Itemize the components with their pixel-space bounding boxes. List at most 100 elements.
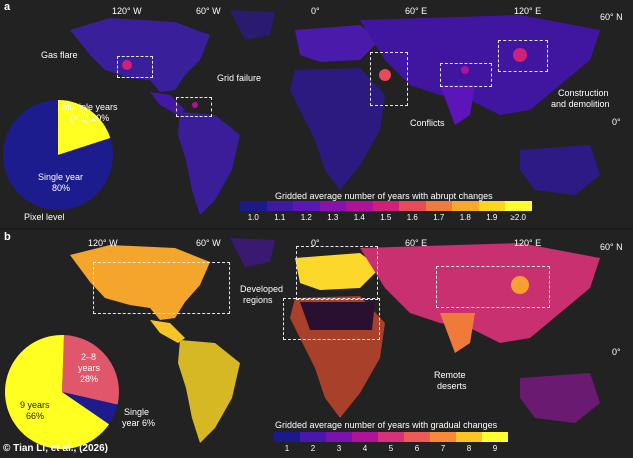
lon-label-60w-b: 60° W — [196, 238, 221, 248]
callout-gas-flare: Gas flare — [41, 50, 78, 60]
pie-b-nine-label-1: 9 years — [20, 400, 50, 410]
legend-b-swatch — [430, 432, 456, 442]
callout-construction-line2: and demolition — [551, 99, 610, 109]
callout-box-east-asia — [436, 266, 550, 308]
lon-label-120e: 120° E — [514, 6, 542, 16]
legend-b-tick-label: 6 — [414, 444, 420, 453]
legend-a-tick-label: 1.9 — [486, 213, 498, 222]
panel-abrupt-changes: a 120° W 60° W 0° 60° E 120° E 60° N 0° … — [0, 0, 633, 228]
lon-label-120w-b: 120° W — [88, 238, 118, 248]
pie-b-single-label-2: year 6% — [122, 418, 156, 428]
pie-b-single-label-1: Single — [124, 407, 150, 417]
pie-abrupt — [0, 100, 120, 215]
legend-b-swatch — [378, 432, 404, 442]
lon-label-60e: 60° E — [405, 6, 428, 16]
legend-a-tick-label: 1.6 — [406, 213, 418, 222]
panel-letter-a: a — [4, 1, 11, 13]
legend-b-tick-label: 7 — [440, 444, 446, 453]
callout-box-europe — [296, 246, 378, 300]
callout-box-grid-failure — [176, 97, 212, 117]
legend-a-swatch — [346, 201, 373, 211]
panel-gradual-changes: b 120° W 60° W 0° 60° E 120° E 60° N 0° … — [0, 230, 633, 458]
callout-developed-line1: Developed — [240, 284, 284, 294]
lon-label-0: 0° — [311, 6, 320, 16]
legend-a-swatch — [240, 201, 267, 211]
pie-b-mid-label-3: 28% — [80, 374, 99, 384]
legend-a-tick-label: 1.4 — [353, 213, 365, 222]
pie-b-mid-label-1: 2–8 — [81, 352, 97, 362]
lon-label-60e-b: 60° E — [405, 238, 428, 248]
legend-a-tick-label: 1.8 — [459, 213, 471, 222]
lon-label-0-b: 0° — [311, 238, 320, 248]
lat-label-60n-b: 60° N — [600, 242, 623, 252]
callout-box-india — [440, 63, 492, 87]
lon-label-120w: 120° W — [112, 6, 142, 16]
image-credit: © Tian Li, et al., (2026) — [3, 443, 108, 454]
pie-a-single-label-2: 80% — [52, 183, 71, 193]
legend-a-swatch — [505, 201, 532, 211]
legend-b-swatch — [404, 432, 430, 442]
legend-a-swatch — [478, 201, 505, 211]
pie-gradual — [0, 335, 125, 450]
pie-b-slice — [62, 392, 118, 425]
lat-label-eq-b: 0° — [612, 347, 621, 357]
callout-conflicts: Conflicts — [410, 118, 445, 128]
callout-remote-line1: Remote — [434, 370, 466, 380]
legend-b-swatch — [300, 432, 326, 442]
legend-b-tick-label: 2 — [310, 444, 316, 453]
legend-a-swatch — [266, 201, 293, 211]
pie-a-caption: Pixel level — [24, 212, 65, 222]
legend-a-tick-label: 1.1 — [274, 213, 286, 222]
pie-a-slice — [2, 100, 114, 210]
callout-box-sahara — [283, 298, 380, 340]
callout-box-construction — [498, 40, 548, 72]
pie-b-slice — [62, 335, 119, 405]
legend-b-title: Gridded average number of years with gra… — [275, 420, 498, 430]
legend-a-tick-label: ≥2.0 — [510, 213, 526, 222]
legend-b-swatch — [352, 432, 378, 442]
callout-box-gas-flare — [117, 56, 153, 78]
legend-a-tick-label: 1.3 — [327, 213, 339, 222]
legend-a-swatch — [399, 201, 426, 211]
legend-a-swatch — [425, 201, 452, 211]
legend-a-swatch — [293, 201, 320, 211]
pie-b-nine-label-2: 66% — [26, 411, 45, 421]
pie-b-slice — [5, 335, 110, 449]
legend-b-tick-label: 9 — [492, 444, 498, 453]
legend-b-tick-label: 5 — [388, 444, 394, 453]
callout-developed-line2: regions — [243, 295, 273, 305]
legend-b-swatch — [456, 432, 482, 442]
pie-a-single-label-1: Single year — [38, 172, 84, 182]
lat-label-60n: 60° N — [600, 12, 623, 22]
pie-abrupt-svg — [2, 100, 114, 210]
legend-b-tick-label: 4 — [362, 444, 368, 453]
pie-a-slice — [58, 100, 111, 155]
lat-label-eq: 0° — [612, 117, 621, 127]
legend-b-swatch — [274, 432, 300, 442]
pie-a-multi-label-2: (> 1) 20% — [70, 113, 110, 123]
legend-a-tick-label: 1.2 — [300, 213, 312, 222]
legend-a-swatch — [372, 201, 399, 211]
pie-b-mid-label-2: years — [78, 363, 101, 373]
callout-construction-line1: Construction — [558, 88, 609, 98]
lon-label-120e-b: 120° E — [514, 238, 542, 248]
legend-b-swatch — [326, 432, 352, 442]
world-map-abrupt — [0, 0, 633, 228]
callout-grid-failure: Grid failure — [217, 73, 262, 83]
callout-box-north-america — [93, 262, 230, 314]
legend-b-tick-label: 3 — [336, 444, 342, 453]
pie-a-multi-label-1: Multiple years — [62, 102, 118, 112]
lon-label-60w: 60° W — [196, 6, 221, 16]
legend-b-tick-label: 1 — [284, 444, 290, 453]
callout-remote-line2: deserts — [437, 381, 467, 391]
legend-a-tick-label: 1.5 — [380, 213, 392, 222]
panel-letter-b: b — [4, 231, 11, 243]
legend-b-tick-label: 8 — [466, 444, 472, 453]
legend-b-swatch — [482, 432, 508, 442]
legend-a-title: Gridded average number of years with abr… — [275, 191, 493, 201]
legend-a-tick-label: 1.7 — [433, 213, 445, 222]
legend-a-swatch — [452, 201, 479, 211]
legend-a-swatch — [319, 201, 346, 211]
legend-a-tick-label: 1.0 — [247, 213, 259, 222]
